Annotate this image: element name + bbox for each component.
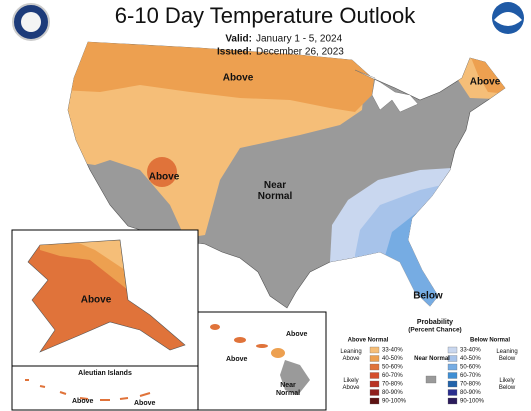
legend-group: Likely Above [342, 378, 360, 391]
maui [271, 348, 285, 358]
map-label: Above [286, 331, 308, 338]
map-label: Above [470, 77, 501, 88]
legend-swatch [447, 389, 458, 396]
legend-title: Probability [417, 319, 453, 326]
legend-label: 33-40% [382, 348, 403, 354]
legend-label: 70-80% [460, 382, 481, 388]
noaa-logo-bird [494, 12, 522, 26]
title: 6-10 Day Temperature Outlook [115, 3, 416, 28]
valid: January 1 - 5, 2024 [256, 34, 343, 45]
issued: December 26, 2023 [256, 47, 344, 58]
legend-swatch [447, 346, 458, 354]
great-lakes [354, 69, 419, 113]
legend-group: Leaning Above [340, 349, 362, 362]
legend-swatch [447, 372, 458, 379]
legend-swatch [369, 372, 380, 379]
legend-label: 90-100% [382, 399, 407, 405]
legend-swatch [369, 363, 380, 371]
legend-swatch [447, 355, 458, 362]
map-label: Above [72, 398, 94, 405]
legend-subtitle: (Percent Chance) [408, 327, 461, 334]
legend-swatch [369, 397, 380, 405]
map-label: Above [134, 400, 156, 407]
legend-header: Above Normal [348, 338, 389, 344]
legend-label: 40-50% [460, 356, 481, 362]
issued-label: Issued: [217, 47, 252, 58]
big-island [280, 360, 310, 395]
legend-label: 50-60% [382, 365, 403, 371]
legend-label: 90-100% [460, 399, 485, 405]
map-label: Above [81, 295, 112, 306]
map-label: Above [223, 73, 254, 84]
legend-header: Near Normal [414, 356, 450, 362]
legend-group: Leaning Below [496, 349, 518, 362]
legend-label: 80-90% [460, 390, 481, 396]
legend-swatch [369, 389, 380, 396]
above-ne-40 [470, 55, 505, 95]
map-label: Below [413, 291, 443, 302]
legend-label: 40-50% [382, 356, 403, 362]
legend-swatch [447, 380, 458, 388]
legend-swatch [369, 346, 380, 354]
map-label: Aleutian Islands [78, 370, 132, 377]
legend-header: Below Normal [470, 338, 510, 344]
map-label: Near Normal [257, 180, 293, 202]
map-label: Above [226, 356, 248, 363]
legend-swatch [369, 380, 380, 388]
map-label: Above [149, 172, 180, 183]
kauai [210, 324, 220, 330]
legend-label: 33-40% [460, 348, 481, 354]
legend-swatch [447, 363, 458, 371]
legend-label: 60-70% [460, 373, 481, 379]
commerce-logo-inner [21, 12, 41, 32]
molokai [256, 344, 268, 348]
map-label: Near Normal [275, 382, 301, 397]
legend-label: 70-80% [382, 382, 403, 388]
aleutian-inset [11, 365, 199, 411]
aleutian-islands [25, 379, 151, 401]
legend-label: 80-90% [382, 390, 403, 396]
above-50 [147, 157, 177, 187]
legend: Probability (Percent Chance) Above Norma… [348, 319, 511, 405]
legend-group: Likely Below [498, 378, 516, 391]
legend-swatch [447, 397, 458, 405]
oahu [234, 337, 246, 343]
legend-label: 60-70% [382, 373, 403, 379]
valid-label: Valid: [225, 34, 252, 45]
alaska-outline [27, 239, 186, 353]
legend-swatch [369, 355, 380, 362]
legend-swatch-near [425, 375, 437, 384]
legend-label: 50-60% [460, 365, 481, 371]
